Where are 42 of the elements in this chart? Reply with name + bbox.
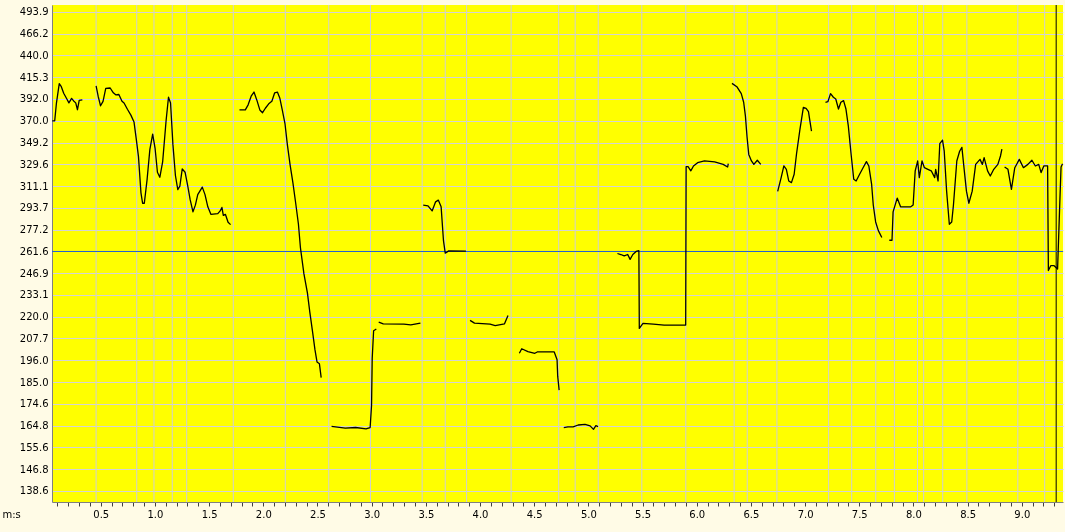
y-tick-label: 311.1 (19, 180, 49, 192)
y-tick-label: 440.0 (19, 49, 49, 61)
x-tick-label: 5.5 (635, 508, 652, 520)
x-tick-label: 5.0 (580, 508, 597, 520)
y-tick-label: 164.8 (19, 420, 49, 432)
y-tick-label: 392.0 (19, 93, 49, 105)
y-tick-label: 233.1 (19, 289, 49, 301)
x-tick-label: 8.5 (960, 508, 977, 520)
y-tick-label: 370.0 (19, 115, 49, 127)
y-tick-label: 196.0 (19, 354, 49, 366)
y-tick-label: 155.6 (19, 441, 49, 453)
x-tick-label: 7.5 (851, 508, 868, 520)
x-tick-label: 2.5 (310, 508, 326, 520)
y-tick-label: 246.9 (19, 267, 49, 279)
y-tick-label: 207.7 (19, 332, 49, 344)
y-tick-label: 293.7 (19, 202, 49, 214)
x-tick-label: 1.0 (147, 508, 164, 520)
x-tick-label: 4.0 (472, 508, 489, 520)
y-tick-label: 261.6 (19, 245, 49, 257)
y-tick-label: 415.3 (19, 71, 49, 83)
y-tick-label: 220.0 (19, 311, 49, 323)
x-tick-label: 7.0 (797, 508, 814, 520)
x-tick-label: 8.0 (906, 508, 922, 520)
x-tick-label: 0.5 (93, 508, 110, 520)
y-tick-label: 146.8 (19, 463, 49, 475)
x-tick-label: 2.0 (255, 508, 272, 520)
y-tick-label: 277.2 (19, 224, 49, 236)
x-tick-label: 3.5 (418, 508, 435, 520)
y-tick-label: 349.2 (19, 137, 49, 149)
x-tick-label: 1.5 (201, 508, 218, 520)
y-tick-label: 466.2 (19, 28, 49, 40)
x-tick-label: 3.0 (364, 508, 381, 520)
x-tick-label: 6.0 (689, 508, 706, 520)
x-tick-label: 4.5 (526, 508, 543, 520)
x-axis-title: m:s (2, 508, 21, 520)
y-tick-label: 185.0 (19, 376, 49, 388)
y-tick-label: 138.6 (19, 485, 49, 497)
y-tick-label: 174.6 (19, 398, 49, 410)
x-tick-label: 9.0 (1014, 508, 1031, 520)
y-tick-label: 329.6 (19, 158, 49, 170)
y-tick-label: 493.9 (19, 6, 49, 18)
x-tick-label: 6.5 (743, 508, 760, 520)
